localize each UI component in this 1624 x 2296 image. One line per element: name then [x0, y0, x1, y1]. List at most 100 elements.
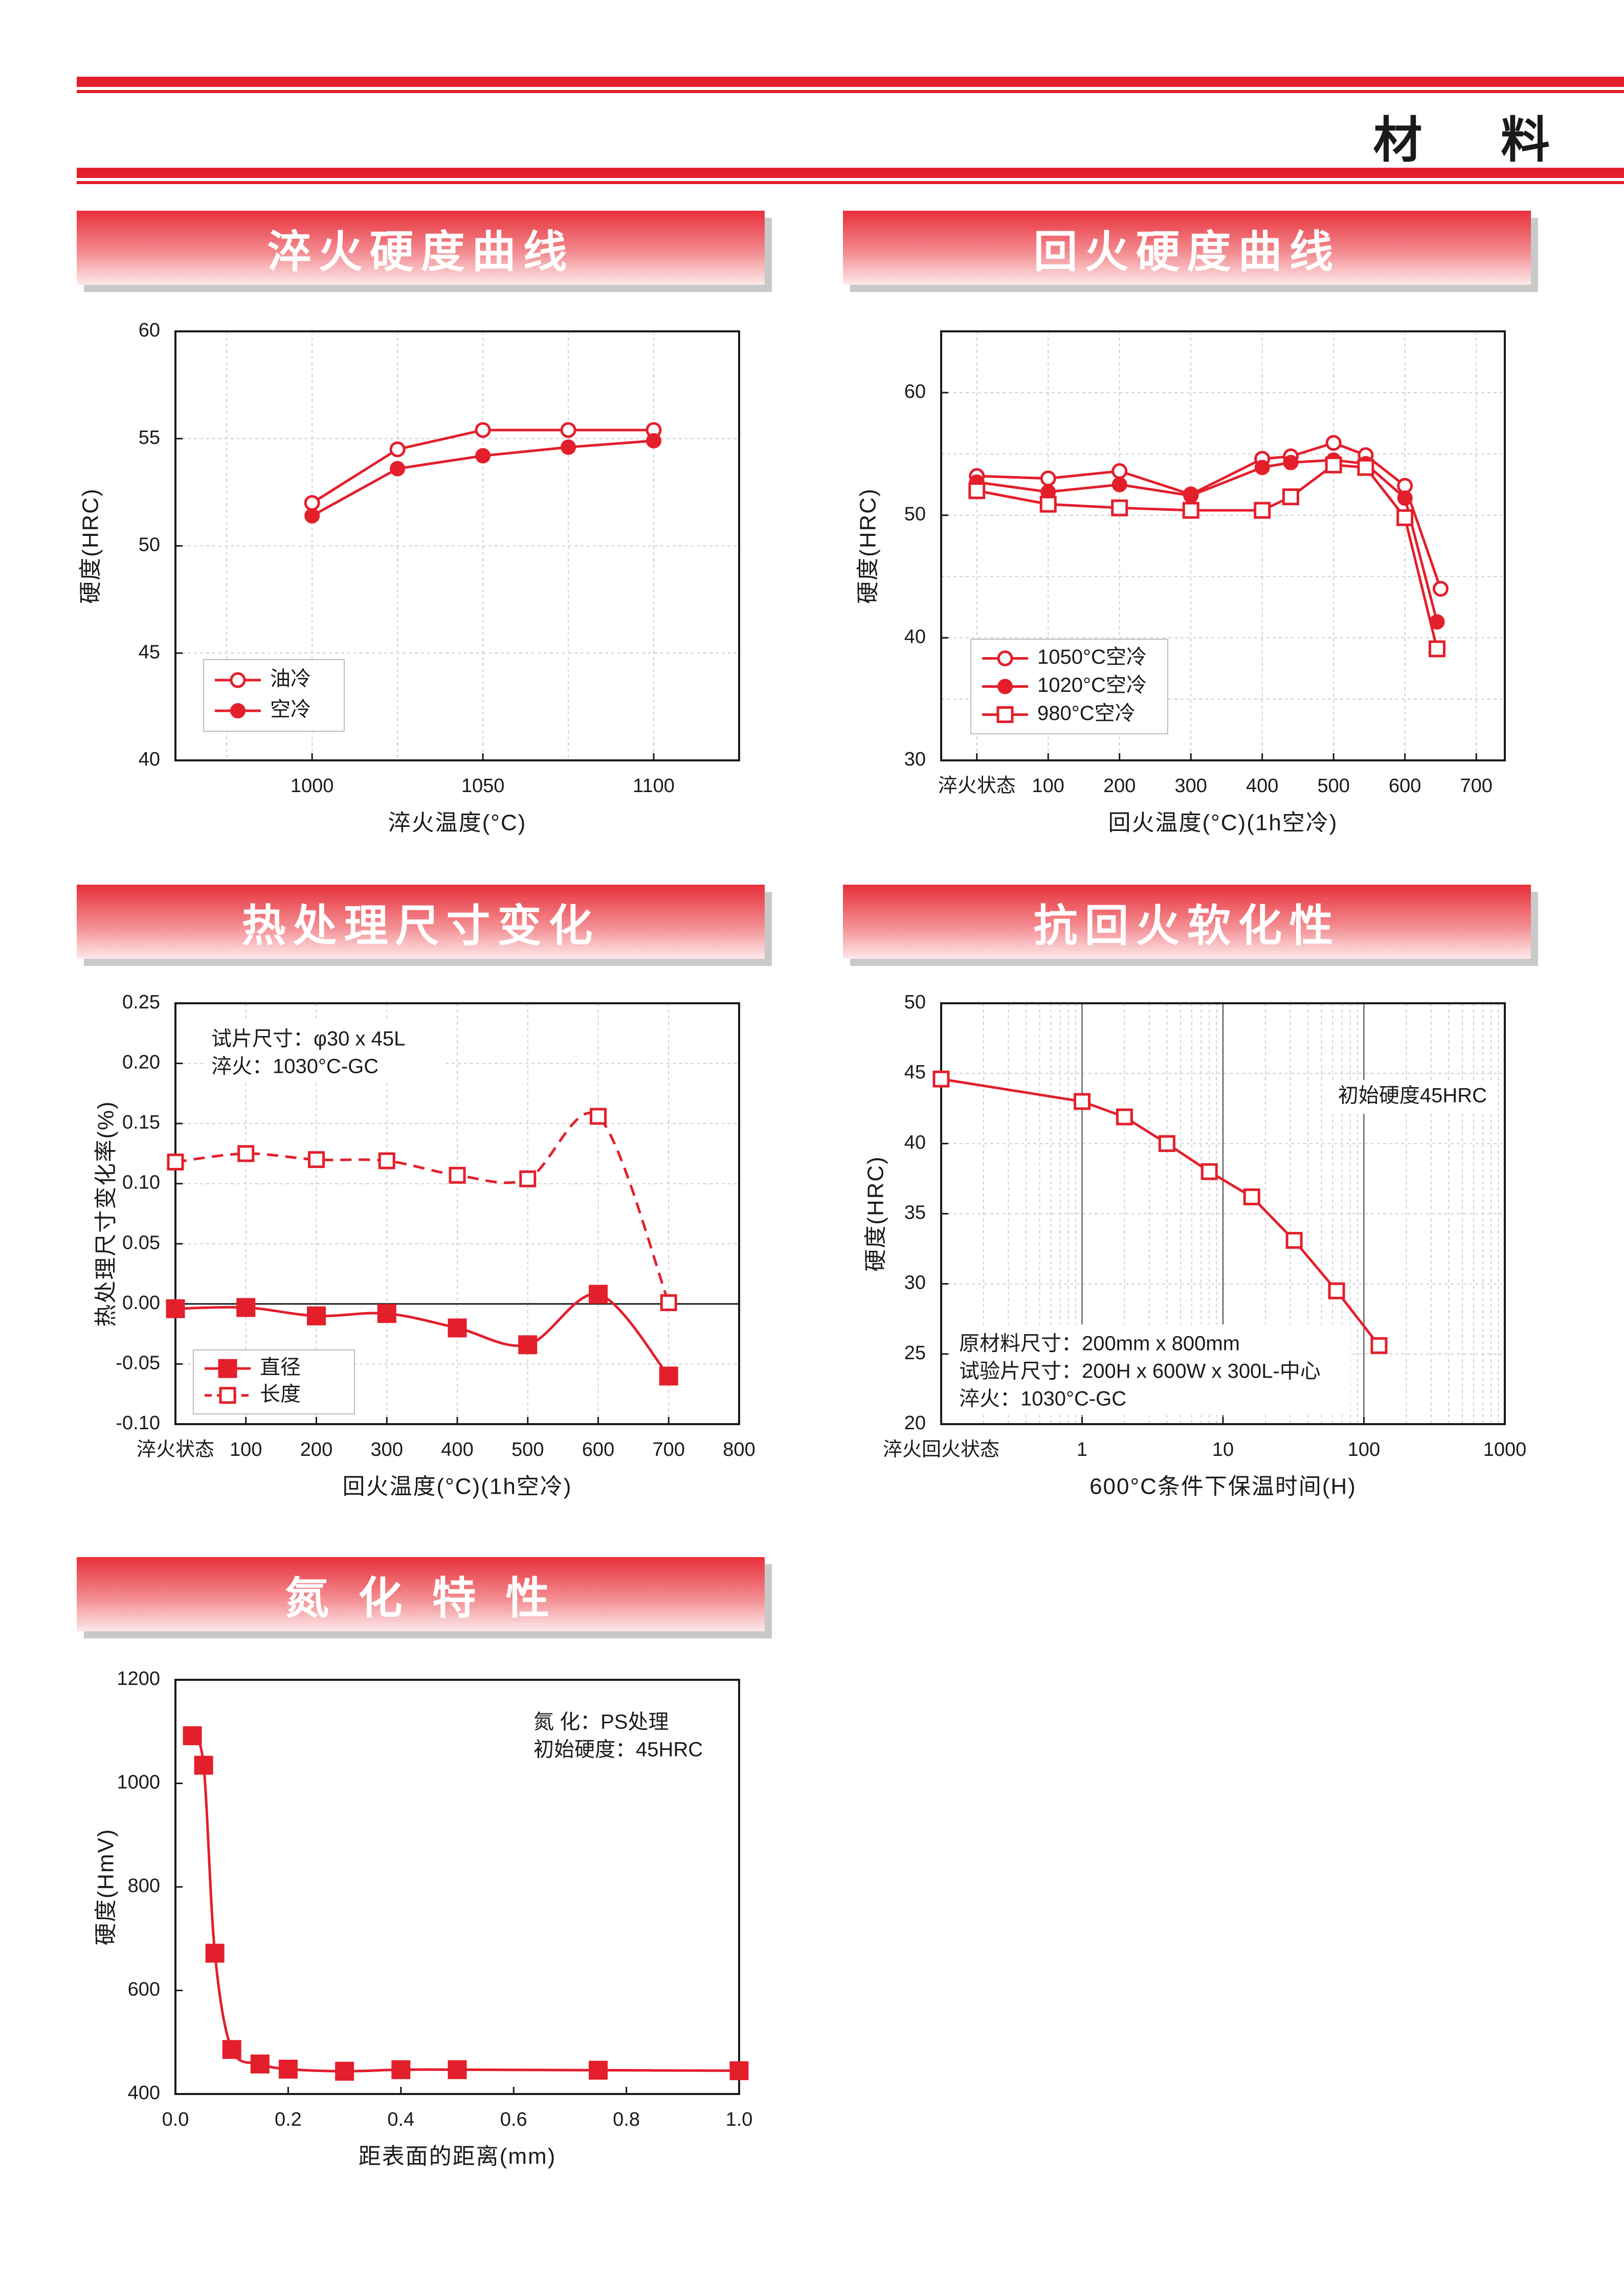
section-banner-dimension: 热处理尺寸变化 [77, 885, 765, 959]
x-tick-label: 淬火状态 [137, 1439, 214, 1460]
data-point-filled-square [166, 1299, 185, 1318]
x-axis-label: 淬火温度(°C) [388, 811, 527, 836]
header-rule-bottom-thin [77, 181, 1624, 184]
data-point-open-square [1200, 1163, 1218, 1180]
data-point-filled-circle [1183, 488, 1199, 504]
y-tick-label: 0.00 [122, 1292, 160, 1314]
y-axis-label: 热处理尺寸变化率(%) [94, 1100, 119, 1326]
data-point-open-circle [389, 441, 406, 458]
chart-note: 淬火：1030°C-GC [959, 1388, 1126, 1410]
x-tick-label: 0.6 [500, 2109, 527, 2130]
x-tick-label: 1000 [1483, 1439, 1527, 1460]
x-tick-label: 600 [582, 1439, 614, 1460]
y-tick-label: 55 [139, 427, 160, 448]
legend-label: 980°C空冷 [1037, 702, 1136, 725]
x-tick-label: 10 [1212, 1439, 1234, 1460]
legend-label: 油冷 [270, 668, 311, 690]
x-tick-label: 1100 [633, 775, 675, 797]
section-title-quench: 淬火硬度曲线 [267, 227, 574, 278]
annotation-backdrop [1328, 1080, 1492, 1114]
y-tick-label: 50 [139, 534, 160, 556]
y-tick-label: 30 [904, 1272, 926, 1294]
data-point-open-square [968, 482, 986, 500]
y-tick-label: 40 [904, 626, 926, 647]
series-line-1 [976, 459, 1438, 622]
legend-label: 长度 [260, 1383, 301, 1405]
data-point-open-circle [304, 495, 320, 511]
chart-note: 初始硬度：45HRC [533, 1739, 703, 1761]
data-point-filled-circle [1397, 490, 1413, 506]
x-tick-label: 1.0 [726, 2109, 753, 2130]
data-point-open-square [1111, 499, 1128, 516]
data-point-filled-square [335, 2061, 354, 2081]
data-point-filled-square [589, 1285, 608, 1304]
data-point-open-circle [1432, 580, 1449, 597]
data-point-open-square [1325, 456, 1342, 474]
section-banner-quench: 淬火硬度曲线 [77, 211, 765, 285]
y-tick-label: 0.25 [122, 992, 160, 1013]
x-tick-label: 100 [230, 1439, 262, 1460]
data-point-filled-square [236, 1298, 256, 1317]
x-tick-label: 200 [1103, 775, 1136, 797]
legend-marker [230, 703, 246, 718]
data-point-open-square [1158, 1135, 1175, 1152]
data-point-filled-circle [1254, 460, 1270, 476]
y-tick-label: 50 [904, 992, 926, 1013]
section-banner-temper: 回火硬度曲线 [843, 211, 1531, 285]
x-tick-label: 1050 [461, 775, 505, 797]
page-title: 材 料 [1373, 111, 1581, 169]
chart-note: 原材料尺寸：200mm x 800mm [959, 1333, 1240, 1355]
y-tick-label: 45 [139, 641, 160, 663]
data-point-open-circle [1040, 470, 1056, 487]
data-point-filled-square [205, 1944, 225, 1963]
data-point-filled-square [377, 1304, 396, 1323]
data-point-open-square [1254, 502, 1271, 519]
chart-annotation: 初始硬度45HRC [1338, 1085, 1487, 1107]
y-tick-label: 60 [904, 381, 926, 402]
notes-backdrop [951, 1324, 1350, 1415]
y-tick-label: 50 [904, 504, 926, 525]
chart-note: 氮 化：PS处理 [533, 1711, 669, 1734]
y-tick-label: -0.05 [116, 1352, 160, 1374]
x-tick-label: 600 [1389, 775, 1421, 797]
chart-quench-group: 1000 1050 1100 40 45 50 55 60 淬火温度(°C) 硬度(HRC) 油冷空… [78, 320, 740, 836]
data-point-open-circle [1111, 463, 1128, 479]
data-point-open-square [1428, 640, 1445, 658]
y-tick-label: 40 [904, 1132, 926, 1153]
data-point-open-square [660, 1294, 677, 1312]
plot-frame [940, 330, 1506, 761]
x-tick-label: 0.8 [613, 2109, 640, 2130]
data-point-open-square [308, 1151, 325, 1168]
data-point-filled-square [391, 2060, 411, 2079]
legend-label: 1050°C空冷 [1037, 646, 1147, 668]
data-point-filled-square [194, 1755, 213, 1775]
data-point-open-square [1039, 496, 1057, 513]
series-line-0 [941, 1077, 1381, 1346]
x-tick-label: 300 [1175, 775, 1207, 797]
y-tick-label: 20 [904, 1412, 926, 1434]
data-point-open-square [1282, 488, 1300, 506]
data-point-filled-circle [646, 433, 662, 448]
data-point-open-circle [560, 422, 576, 438]
y-tick-label: 800 [128, 1875, 160, 1897]
section-banner-softening: 抗回火软化性 [843, 885, 1531, 959]
header-rule-bottom [77, 168, 1624, 178]
x-tick-label: 400 [441, 1439, 473, 1460]
x-tick-label: 700 [1460, 775, 1492, 797]
data-point-filled-circle [1283, 455, 1299, 470]
notes-backdrop [204, 1020, 444, 1083]
data-point-open-square [1357, 459, 1374, 476]
chart-softening-group: 淬火回火状态 1 10 100 1000 20 25 30 35 40 45 50 600°C条件下保温… [863, 992, 1527, 1499]
x-axis-label: 回火温度(°C)(1h空冷) [1108, 811, 1338, 836]
legend-marker [997, 679, 1013, 694]
chart-dimension-group: 淬火状态 100 200 300 400 500 600 700 800 -0.10 -0.05 0.… [94, 992, 755, 1499]
x-tick-label: 100 [1032, 775, 1064, 797]
data-point-filled-square [518, 1335, 538, 1355]
y-axis-label: 硬度(HRC) [856, 488, 881, 604]
y-tick-label: 30 [904, 749, 926, 770]
x-tick-label: 0.2 [275, 2109, 302, 2130]
chart-note: 试验片尺寸：200H x 600W x 300L-中心 [959, 1360, 1321, 1383]
x-tick-label: 0.0 [162, 2109, 189, 2130]
legend-label: 1020°C空冷 [1037, 674, 1147, 696]
y-tick-label: 0.05 [122, 1232, 160, 1253]
